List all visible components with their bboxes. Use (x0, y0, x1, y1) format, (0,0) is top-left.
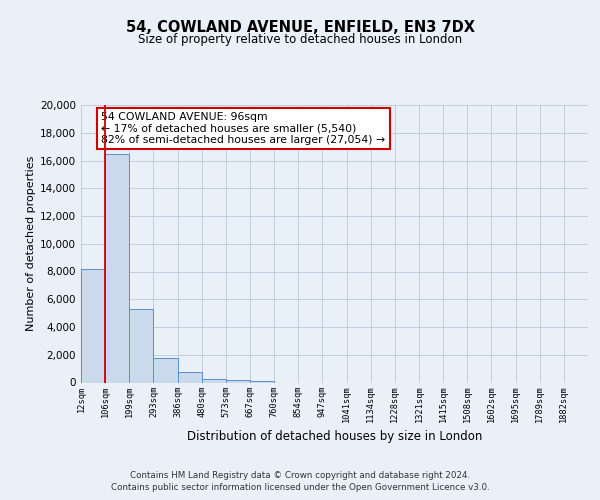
Text: Contains public sector information licensed under the Open Government Licence v3: Contains public sector information licen… (110, 482, 490, 492)
Text: 54, COWLAND AVENUE, ENFIELD, EN3 7DX: 54, COWLAND AVENUE, ENFIELD, EN3 7DX (125, 20, 475, 36)
X-axis label: Distribution of detached houses by size in London: Distribution of detached houses by size … (187, 430, 482, 444)
Bar (250, 381, 274, 382)
Bar (105, 154, 129, 382)
Bar (81, 268, 105, 382)
Text: 54 COWLAND AVENUE: 96sqm
← 17% of detached houses are smaller (5,540)
82% of sem: 54 COWLAND AVENUE: 96sqm ← 17% of detach… (101, 112, 385, 145)
Bar (129, 309, 154, 382)
Bar (226, 380, 250, 382)
Bar (154, 358, 178, 382)
Bar (202, 379, 226, 382)
Text: Contains HM Land Registry data © Crown copyright and database right 2024.: Contains HM Land Registry data © Crown c… (130, 472, 470, 480)
Y-axis label: Number of detached properties: Number of detached properties (26, 156, 36, 332)
Bar (178, 372, 202, 382)
Text: Size of property relative to detached houses in London: Size of property relative to detached ho… (138, 32, 462, 46)
